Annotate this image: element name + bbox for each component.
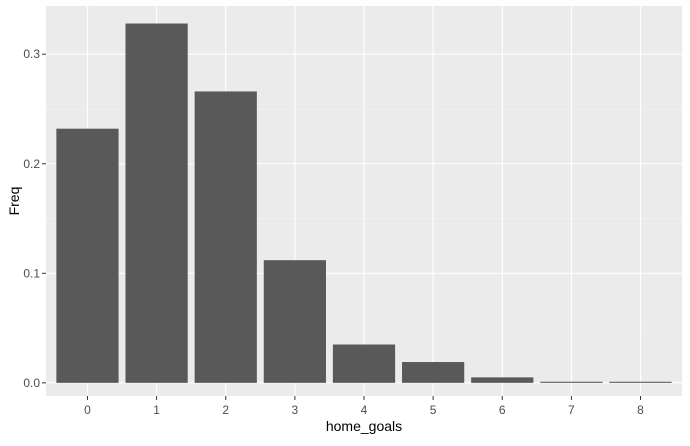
y-tick-label: 0.1 <box>23 266 40 280</box>
x-tick-label: 3 <box>292 403 299 417</box>
bar-4 <box>332 344 396 383</box>
bar-7 <box>540 381 603 383</box>
x-tick-label: 5 <box>430 403 437 417</box>
y-axis-title: Freq <box>6 187 22 216</box>
y-tick-label: 0.0 <box>23 376 40 390</box>
x-tick-label: 1 <box>153 403 160 417</box>
bar-5 <box>402 362 465 383</box>
x-tick-label: 4 <box>361 403 368 417</box>
y-axis-ticks: 0.0 0.1 0.2 0.3 <box>23 47 46 390</box>
bar-3 <box>263 260 326 383</box>
x-axis-ticks: 0 1 2 3 4 5 6 7 8 <box>84 396 644 417</box>
bar-2 <box>194 91 257 383</box>
bars <box>56 23 672 383</box>
y-tick-label: 0.3 <box>23 47 40 61</box>
y-tick-label: 0.2 <box>23 157 40 171</box>
bar-0 <box>56 128 119 383</box>
x-tick-label: 6 <box>499 403 506 417</box>
x-tick-label: 7 <box>568 403 575 417</box>
x-tick-label: 8 <box>637 403 644 417</box>
x-tick-label: 2 <box>222 403 229 417</box>
bar-6 <box>471 377 534 383</box>
bar-8 <box>609 381 672 383</box>
x-tick-label: 0 <box>84 403 91 417</box>
bar-1 <box>125 23 188 383</box>
x-axis-title: home_goals <box>326 418 402 434</box>
